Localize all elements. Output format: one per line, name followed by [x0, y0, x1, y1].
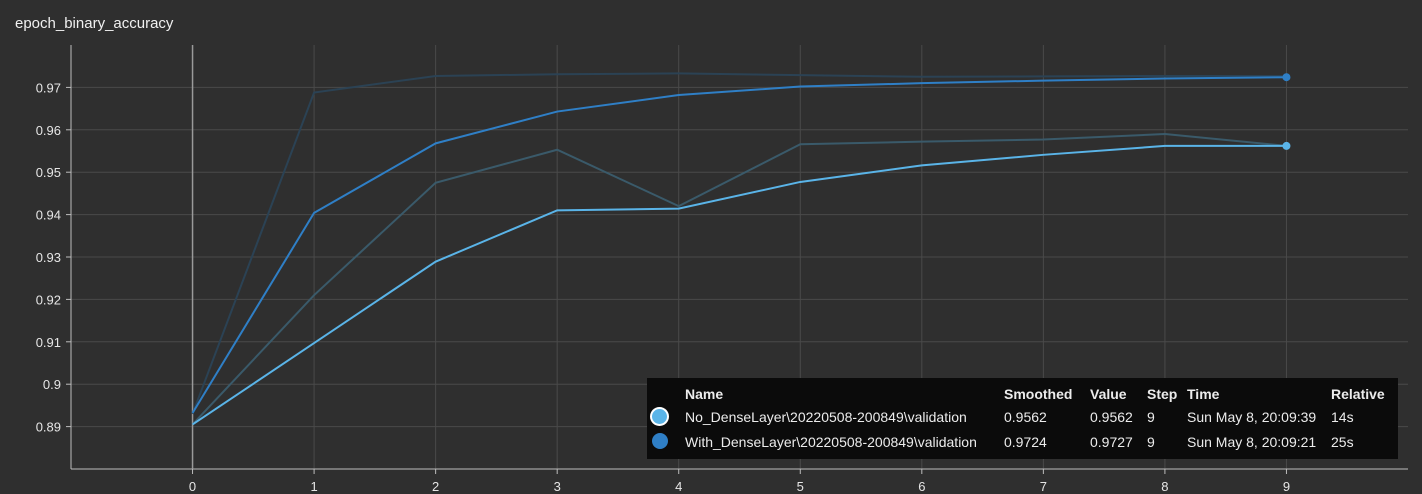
- axes: [66, 45, 1408, 474]
- run-name: With_DenseLayer\20220508-200849\validati…: [685, 433, 977, 450]
- y-tick-label: 0.94: [36, 208, 61, 223]
- y-tick-label: 0.97: [36, 80, 61, 95]
- run-smoothed: 0.9562: [1004, 409, 1047, 425]
- x-tick-label: 0: [189, 479, 196, 494]
- end-marker-series-0: [1282, 141, 1291, 150]
- x-tick-label: 8: [1161, 479, 1168, 494]
- end-marker-series-1: [1282, 73, 1291, 82]
- run-smoothed: 0.9724: [1004, 433, 1047, 450]
- run-step: 9: [1147, 433, 1155, 450]
- chart-title: epoch_binary_accuracy: [15, 15, 174, 32]
- run-relative: 14s: [1331, 409, 1354, 425]
- tooltip-header-name: Name: [685, 385, 724, 402]
- x-tick-label: 4: [675, 479, 682, 494]
- x-tick-label: 1: [310, 479, 317, 494]
- tooltip-table: Name Smoothed Value Step Time Relative N…: [647, 382, 1391, 454]
- x-tick-label: 9: [1283, 479, 1290, 494]
- run-time: Sun May 8, 20:09:21: [1187, 433, 1317, 450]
- tooltip-header-value: Value: [1090, 385, 1127, 402]
- tooltip-header-smoothed: Smoothed: [1004, 385, 1073, 402]
- run-value: 0.9727: [1090, 433, 1133, 450]
- y-tick-label: 0.91: [36, 335, 61, 350]
- raw-series-lines: [191, 72, 1287, 426]
- run-time: Sun May 8, 20:09:39: [1187, 409, 1317, 425]
- tooltip-header-time: Time: [1187, 385, 1220, 402]
- run-step: 9: [1147, 409, 1155, 425]
- x-tick-label: 3: [554, 479, 561, 494]
- tooltip-header-color: [647, 382, 685, 405]
- x-tick-label: 6: [918, 479, 925, 494]
- y-tick-label: 0.96: [36, 123, 61, 138]
- tooltip-panel: Name Smoothed Value Step Time Relative N…: [647, 378, 1398, 459]
- tick-labels: 0 1 2 3 4 5 6 7 8 9 0.89 0.9 0.91 0.92 0.93 0.94 0.95 0.9…: [36, 80, 1290, 494]
- series-end-markers: [1282, 73, 1291, 150]
- y-tick-label: 0.9: [43, 377, 61, 392]
- tooltip-header-step: Step: [1147, 385, 1178, 402]
- run-relative: 25s: [1331, 433, 1354, 450]
- run-value: 0.9562: [1090, 409, 1133, 425]
- x-tick-label: 5: [797, 479, 804, 494]
- run-color-dot: [652, 433, 668, 449]
- tooltip-header-relative: Relative: [1331, 385, 1385, 402]
- run-color-dot: [652, 409, 667, 424]
- smoothed-line-series-0: [191, 144, 1287, 426]
- y-tick-label: 0.93: [36, 250, 61, 265]
- run-name: No_DenseLayer\20220508-200849\validation: [685, 409, 967, 425]
- smoothed-series-lines: [191, 76, 1287, 426]
- raw-line-series-1: [191, 72, 1287, 415]
- x-tick-label: 2: [432, 479, 439, 494]
- raw-line-series-0: [191, 133, 1287, 426]
- tooltip-header-row: Name Smoothed Value Step Time Relative: [647, 382, 1391, 405]
- y-tick-label: 0.95: [36, 165, 61, 180]
- y-tick-label: 0.89: [36, 420, 61, 435]
- tooltip-row: With_DenseLayer\20220508-200849\validati…: [647, 429, 1391, 454]
- y-tick-label: 0.92: [36, 292, 61, 307]
- smoothed-line-series-1: [191, 76, 1287, 414]
- x-tick-label: 7: [1040, 479, 1047, 494]
- tooltip-row: No_DenseLayer\20220508-200849\validation…: [647, 405, 1391, 429]
